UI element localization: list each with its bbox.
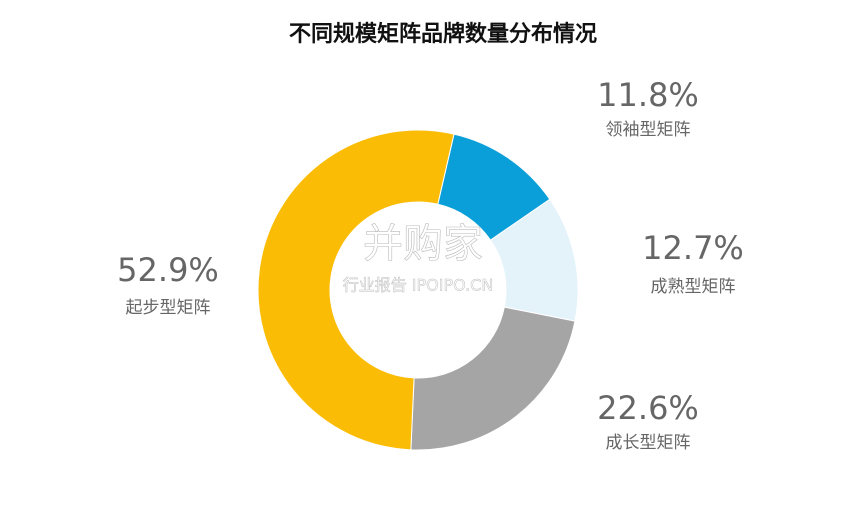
chart-title: 不同规模矩阵品牌数量分布情况 — [289, 21, 597, 47]
value-label: 11.8% — [597, 76, 699, 114]
donut-slice — [410, 306, 576, 451]
category-label: 成长型矩阵 — [606, 433, 691, 453]
category-label: 起步型矩阵 — [126, 298, 211, 318]
value-label: 52.9% — [117, 251, 219, 289]
value-label: 22.6% — [597, 389, 699, 427]
donut — [257, 129, 579, 451]
value-label: 12.7% — [642, 229, 744, 267]
watermark-brand: 并购家 — [363, 221, 483, 267]
watermark-subtitle: 行业报告 IPOIPO.CN — [343, 276, 494, 295]
category-label: 成熟型矩阵 — [651, 276, 736, 297]
donut-slice — [257, 129, 455, 451]
category-label: 领袖型矩阵 — [606, 120, 691, 140]
